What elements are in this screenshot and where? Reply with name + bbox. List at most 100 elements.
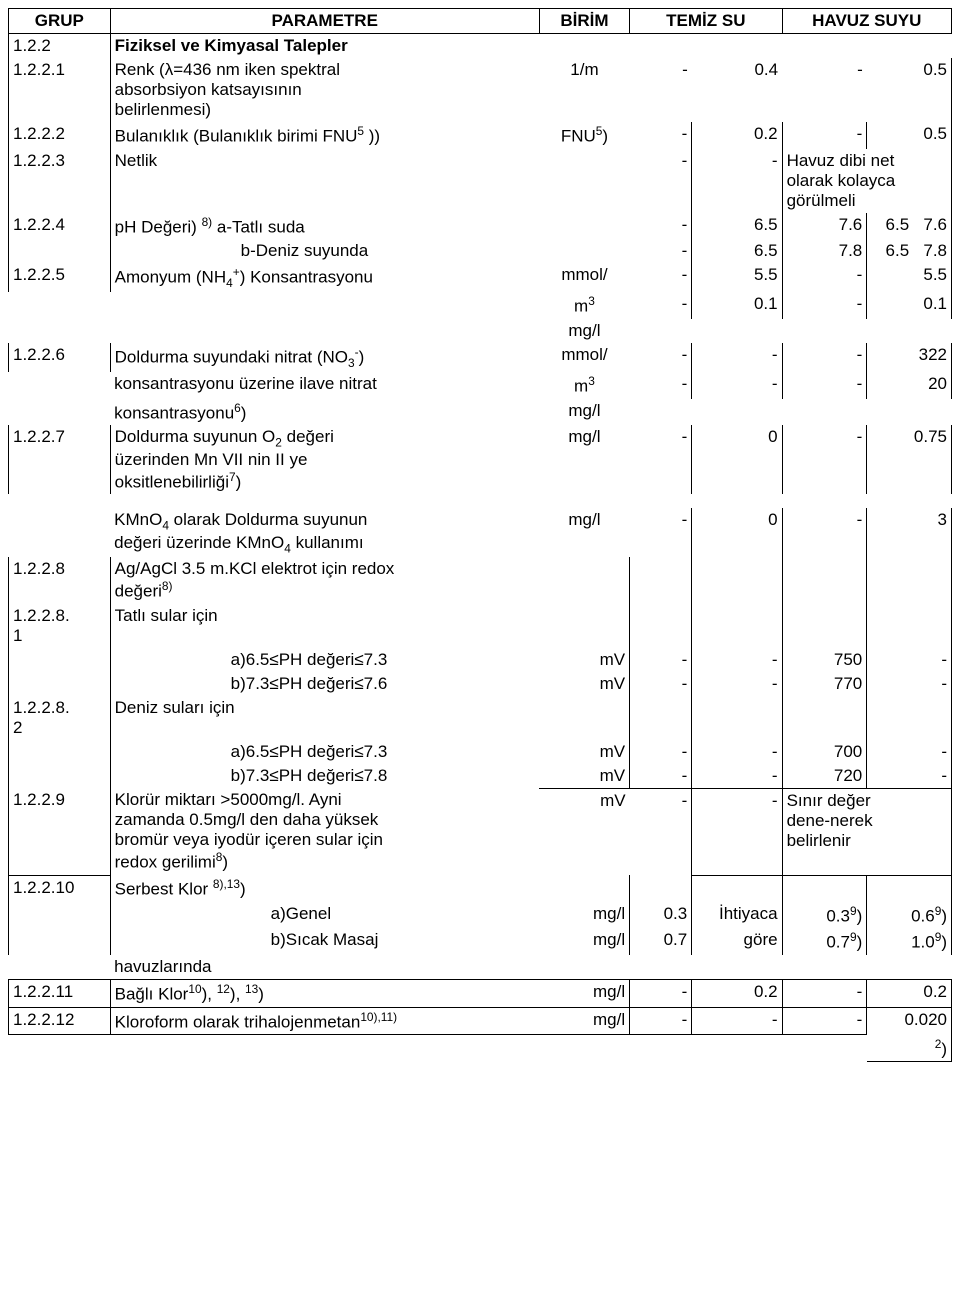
cell-grup: 1.2.2.4 — [9, 213, 111, 240]
cell-param: Doldurma suyunun O2 değeri üzerinden Mn … — [110, 425, 539, 494]
cell-ts1: 0.3 — [630, 902, 692, 929]
cell-hs1: 7.6 — [782, 213, 867, 240]
cell-ts2: İhtiyaca — [692, 902, 782, 929]
row-1.2.2.12: 1.2.2.12 Kloroform olarak trihalojenmeta… — [9, 1007, 952, 1035]
cell-hs2: - — [867, 740, 952, 764]
cell-hs2: - — [867, 764, 952, 789]
cell-param: havuzlarında — [110, 955, 539, 980]
cell-ts2: - — [692, 149, 782, 213]
cell-hs1: - — [782, 58, 867, 122]
cell-birim: mg/l — [539, 399, 629, 426]
cell-ts2: 0.2 — [692, 122, 782, 149]
cell-ts1: - — [630, 979, 692, 1007]
cell-ts1: - — [630, 122, 692, 149]
header-grup: GRUP — [9, 9, 111, 34]
header-temizsu: TEMİZ SU — [630, 9, 782, 34]
cell-hs1: 750 — [782, 648, 867, 672]
cell-param: b-Deniz suyunda — [110, 239, 539, 263]
cell-param: Amonyum (NH4+) Konsantrasyonu — [110, 263, 539, 292]
cell-ts2: - — [692, 740, 782, 764]
cell-hs1: 700 — [782, 740, 867, 764]
cell-param: a)6.5≤PH değeri≤7.3 — [110, 740, 539, 764]
cell-ts1: - — [630, 740, 692, 764]
cell-ts2: 6.5 — [692, 213, 782, 240]
row-1.2.2.10b: b)Sıcak Masaj mg/l 0.7 göre 0.79) 1.09) — [9, 928, 952, 955]
cell-grup: 1.2.2.5 — [9, 263, 111, 292]
cell-param: Bulanıklık (Bulanıklık birimi FNU5 )) — [110, 122, 539, 149]
row-1.2.2.10: 1.2.2.10 Serbest Klor 8),13) — [9, 875, 952, 902]
row-1.2.2: 1.2.2 Fiziksel ve Kimyasal Talepler — [9, 34, 952, 59]
cell-param: pH Değeri) 8) a-Tatlı suda — [110, 213, 539, 240]
cell-grup: 1.2.2.8 — [9, 557, 111, 604]
cell-birim: mg/l — [539, 902, 629, 929]
cell-birim: mV — [539, 672, 629, 696]
cell-grup: 1.2.2.10 — [9, 875, 111, 902]
cell-ts1: - — [630, 58, 692, 122]
cell-param: Serbest Klor 8),13) — [110, 875, 539, 902]
cell-hs1: 720 — [782, 764, 867, 789]
row-1.2.2.8.2b: b)7.3≤PH değeri≤7.8 mV - - 720 - — [9, 764, 952, 789]
row-1.2.2.8.2a: a)6.5≤PH değeri≤7.3 mV - - 700 - — [9, 740, 952, 764]
cell-ts1: - — [630, 292, 692, 319]
cell-hs1: - — [782, 343, 867, 372]
cell-ts2: - — [692, 1007, 782, 1035]
cell-birim: mV — [539, 740, 629, 764]
cell-ts2: - — [692, 764, 782, 789]
cell-param: Kloroform olarak trihalojenmetan10),11) — [110, 1007, 539, 1035]
cell-hs1: - — [782, 292, 867, 319]
cell-param: Doldurma suyundaki nitrat (NO3-) — [110, 343, 539, 372]
cell-ts1: - — [630, 149, 692, 213]
cell-ts2: - — [692, 648, 782, 672]
cell-grup: 1.2.2.12 — [9, 1007, 111, 1035]
header-birim: BİRİM — [539, 9, 629, 34]
cell-birim: mg/l — [539, 508, 629, 557]
cell-hs2: 0.1 — [867, 292, 952, 319]
cell-grup: 1.2.2.8.1 — [9, 604, 111, 648]
cell-param: KMnO4 olarak Doldurma suyunun değeri üze… — [110, 508, 539, 557]
cell-birim: mg/l — [539, 979, 629, 1007]
row-1.2.2.8.2: 1.2.2.8.2 Deniz suları için — [9, 696, 952, 740]
cell-hs: Havuz dibi net olarak kolayca görülmeli — [782, 149, 951, 213]
cell-ts2: - — [692, 672, 782, 696]
cell-hs2: 0.5 — [867, 122, 952, 149]
cell-ts2: 0 — [692, 508, 782, 557]
cell-birim: mg/l — [539, 928, 629, 955]
row-1.2.2.6c: konsantrasyonu6) mg/l — [9, 399, 952, 426]
cell-ts1: - — [630, 425, 692, 494]
row-1.2.2.8.1b: b)7.3≤PH değeri≤7.6 mV - - 770 - — [9, 672, 952, 696]
cell-birim: mg/l — [539, 425, 629, 494]
cell-hs2: 5.5 — [867, 263, 952, 292]
cell-hs1: 7.8 — [782, 239, 867, 263]
row-1.2.2.7: 1.2.2.7 Doldurma suyunun O2 değeri üzeri… — [9, 425, 952, 494]
cell-param: a)6.5≤PH değeri≤7.3 — [110, 648, 539, 672]
cell-hs2: 0.75 — [867, 425, 952, 494]
row-1.2.2.8.1: 1.2.2.8.1 Tatlı sular için — [9, 604, 952, 648]
row-footnote: 2) — [9, 1035, 952, 1062]
header-parametre: PARAMETRE — [110, 9, 539, 34]
cell-hs1: 0.79) — [782, 928, 867, 955]
cell-ts2: 6.5 — [692, 239, 782, 263]
row-1.2.2.4a: 1.2.2.4 pH Değeri) 8) a-Tatlı suda - 6.5… — [9, 213, 952, 240]
cell-birim: mV — [539, 648, 629, 672]
cell-grup: 1.2.2.1 — [9, 58, 111, 122]
cell-birim: mV — [539, 788, 629, 875]
cell-grup: 1.2.2.7 — [9, 425, 111, 494]
cell-grup: 1.2.2.6 — [9, 343, 111, 372]
cell-hs2: 0.020 — [867, 1007, 952, 1035]
cell-ts1: - — [630, 672, 692, 696]
row-1.2.2.8.1a: a)6.5≤PH değeri≤7.3 mV - - 750 - — [9, 648, 952, 672]
cell-param: Netlik — [110, 149, 539, 213]
cell-param: b)Sıcak Masaj — [110, 928, 539, 955]
header-havuzsuyu: HAVUZ SUYU — [782, 9, 951, 34]
cell-ts2: - — [692, 788, 782, 875]
cell-hs2: 1.09) — [867, 928, 952, 955]
cell-ts1: - — [630, 508, 692, 557]
cell-ts1: - — [630, 764, 692, 789]
cell-birim: m3 — [539, 372, 629, 399]
cell-grup: 1.2.2.3 — [9, 149, 111, 213]
cell-hs: Sınır değer dene-nerek belirlenir — [782, 788, 951, 875]
cell-birim: mmol/ — [539, 263, 629, 292]
cell-hs2: 322 — [867, 343, 952, 372]
cell-ts2: 0.2 — [692, 979, 782, 1007]
cell-ts2: - — [692, 372, 782, 399]
